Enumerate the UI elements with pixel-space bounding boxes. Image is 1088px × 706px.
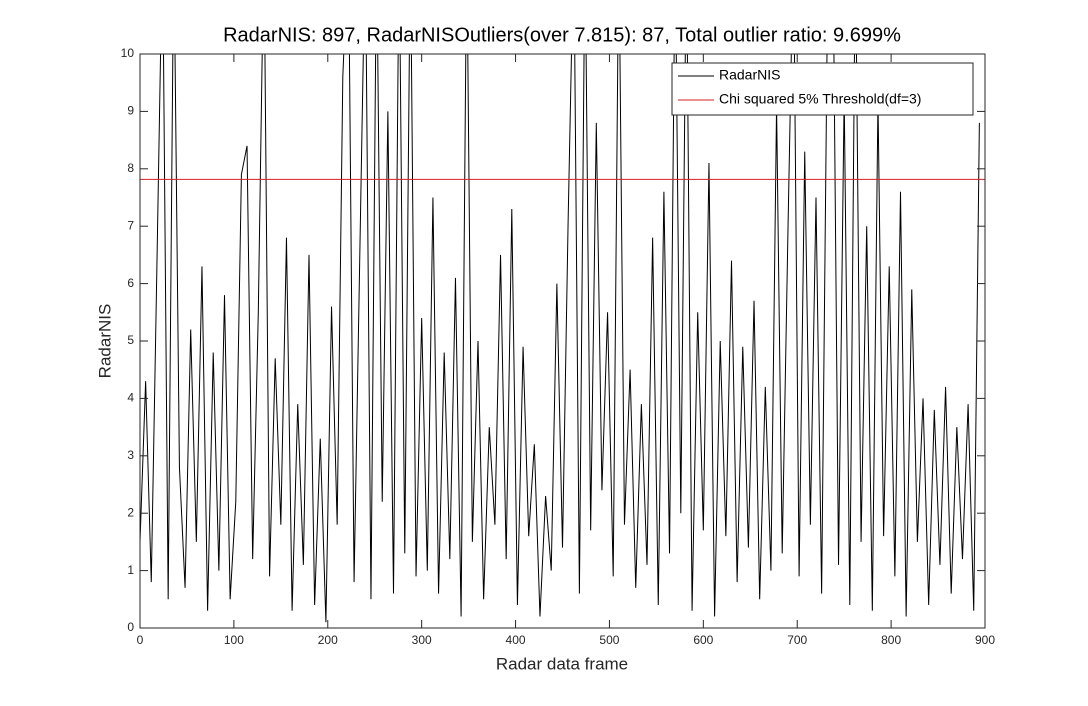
plot-lines [140,54,985,623]
y-tick-label: 8 [127,161,134,175]
x-tick-label: 400 [506,633,526,647]
y-tick-label: 7 [127,218,134,232]
y-tick-label: 2 [127,505,134,519]
legend-box [671,62,974,116]
x-tick-label: 700 [787,633,807,647]
y-tick-label: 0 [127,620,134,634]
x-tick-label: 800 [881,633,901,647]
y-tick-label: 3 [127,448,134,462]
x-axis-label: Radar data frame [496,654,628,673]
y-tick-label: 10 [121,46,135,60]
x-tick-label: 100 [224,633,244,647]
y-tick-label: 9 [127,104,134,118]
legend-label: Chi squared 5% Threshold(df=3) [719,91,921,107]
y-tick-label: 1 [127,563,134,577]
y-axis-label: RadarNIS [95,304,114,379]
x-tick-label: 300 [412,633,432,647]
chart-title: RadarNIS: 897, RadarNISOutliers(over 7.8… [223,24,901,46]
legend-label: RadarNIS [719,67,780,83]
x-tick-label: 600 [693,633,713,647]
x-tick-label: 900 [975,633,995,647]
y-tick-label: 6 [127,276,134,290]
x-tick-label: 0 [137,633,144,647]
y-tick-label: 4 [127,391,134,405]
y-tick-label: 5 [127,333,134,347]
data-line [140,54,980,623]
x-tick-label: 200 [318,633,338,647]
x-tick-label: 500 [599,633,619,647]
